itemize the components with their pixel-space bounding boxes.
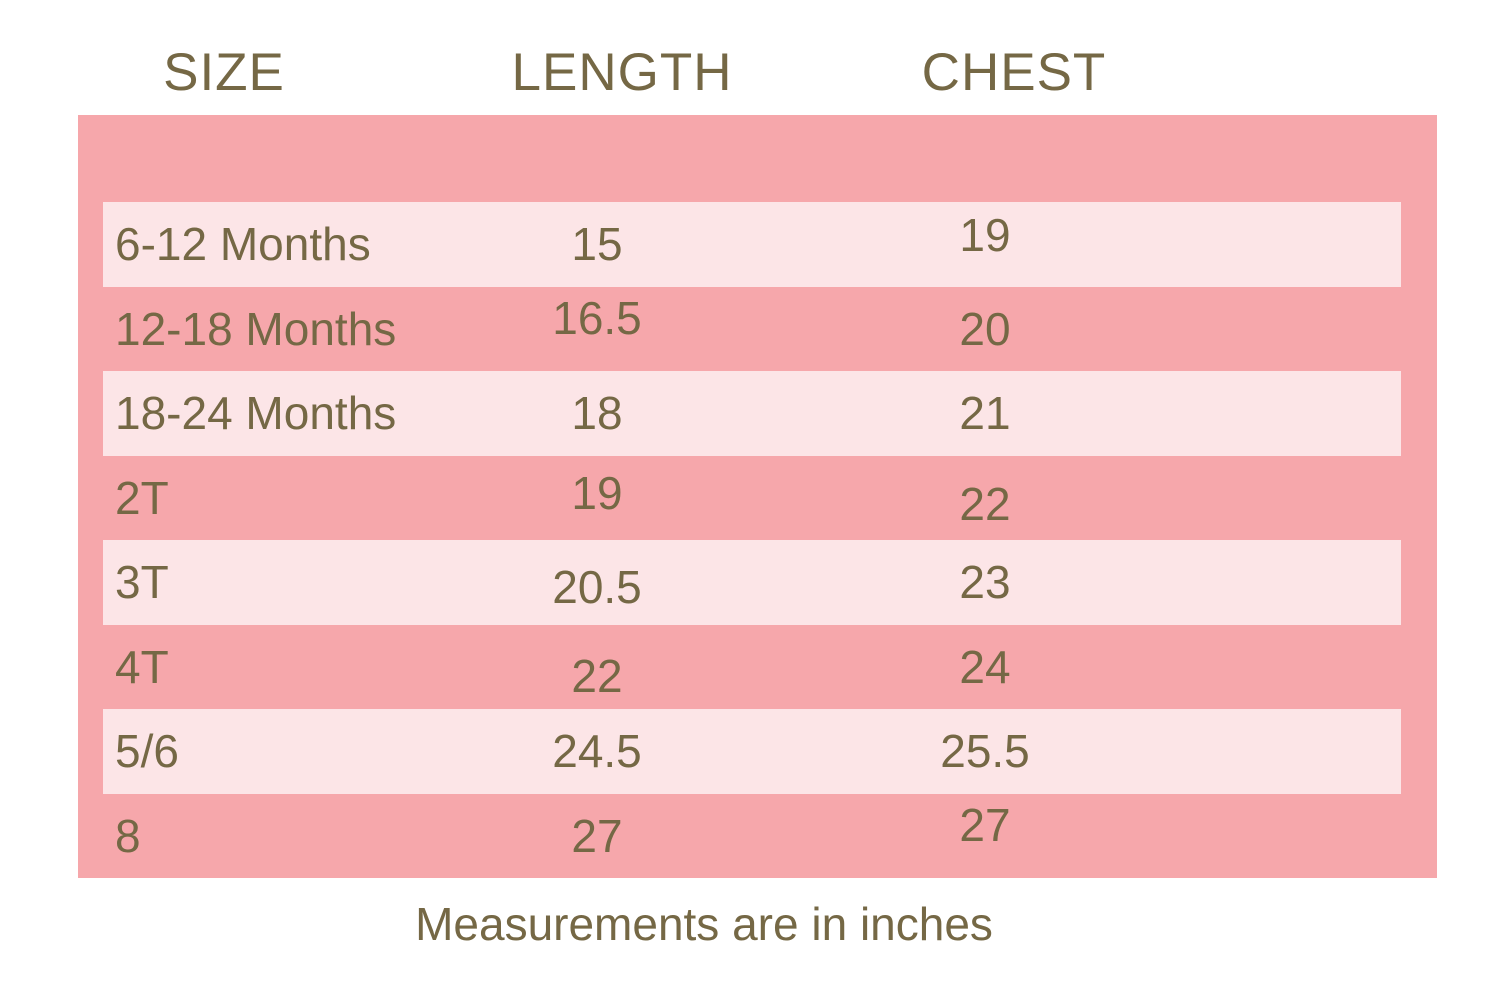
column-header-length: LENGTH xyxy=(511,43,733,102)
column-header-size: SIZE xyxy=(163,43,285,102)
length-cell: 19 xyxy=(571,466,623,519)
length-cell: 27 xyxy=(571,809,623,862)
chest-cell: 27 xyxy=(959,798,1011,851)
chest-cell: 25.5 xyxy=(940,725,1030,778)
column-header-chest: CHEST xyxy=(921,43,1107,102)
chest-cell: 20 xyxy=(959,302,1011,355)
length-cell: 24.5 xyxy=(552,725,642,778)
size-cell: 18-24 Months xyxy=(115,387,397,440)
chest-cell: 22 xyxy=(959,477,1011,530)
table-row: 5/6 24.5 25.5 xyxy=(78,709,1437,794)
table-row: 3T 20.5 23 xyxy=(78,540,1437,625)
size-cell: 6-12 Months xyxy=(115,218,371,271)
length-cell: 16.5 xyxy=(552,291,642,344)
table-row: 18-24 Months 18 21 xyxy=(78,371,1437,456)
chest-cell: 19 xyxy=(959,209,1011,262)
table-row: 12-18 Months 16.5 20 xyxy=(78,287,1437,372)
size-cell: 3T xyxy=(115,556,169,609)
table-row: 4T 22 24 xyxy=(78,625,1437,710)
measurement-note: Measurements are in inches xyxy=(415,898,993,950)
table-row: 2T 19 22 xyxy=(78,456,1437,541)
length-cell: 18 xyxy=(571,387,623,440)
table-row: 6-12 Months 15 19 xyxy=(78,202,1437,287)
size-cell: 8 xyxy=(115,809,141,862)
size-cell: 12-18 Months xyxy=(115,302,397,355)
length-cell: 20.5 xyxy=(552,561,642,614)
size-cell: 5/6 xyxy=(115,725,179,778)
size-chart-panel: 6-12 Months 15 19 12-18 Months 16.5 20 1… xyxy=(78,115,1437,878)
length-cell: 22 xyxy=(571,649,623,702)
table-row: 8 27 27 xyxy=(78,794,1437,879)
size-cell: 4T xyxy=(115,640,169,693)
size-cell: 2T xyxy=(115,471,169,524)
chest-cell: 21 xyxy=(959,387,1011,440)
chest-cell: 23 xyxy=(959,556,1011,609)
chest-cell: 24 xyxy=(959,640,1011,693)
length-cell: 15 xyxy=(571,218,623,271)
table-body: 6-12 Months 15 19 12-18 Months 16.5 20 1… xyxy=(78,202,1437,878)
